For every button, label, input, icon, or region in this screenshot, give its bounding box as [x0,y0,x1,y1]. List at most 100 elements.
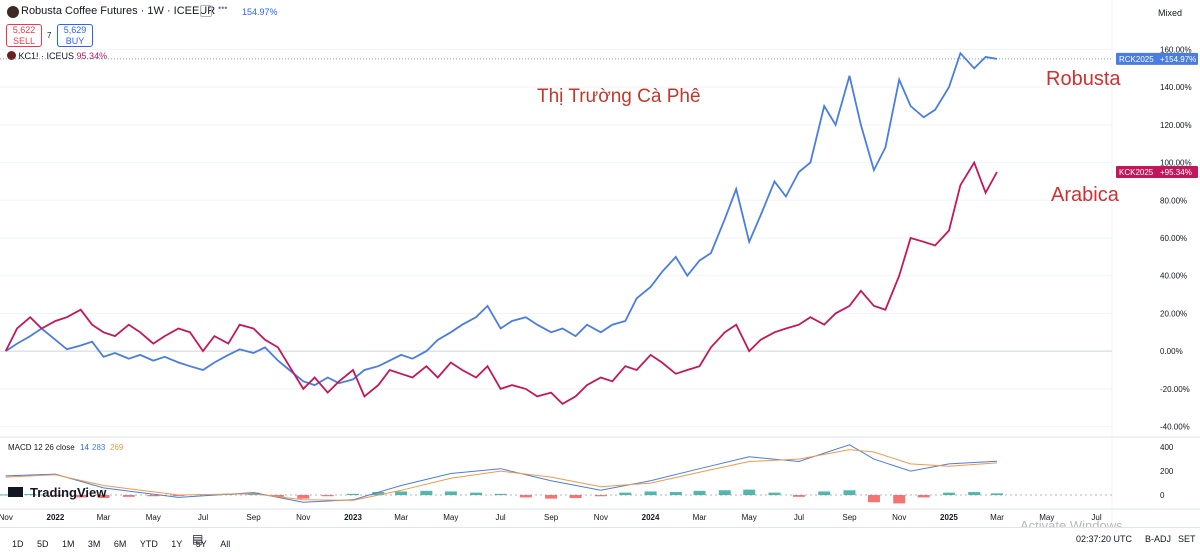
x-tick-label: Jul [1091,513,1101,522]
macd-tick-label: 200 [1160,467,1174,476]
macd-hist-bar [172,495,185,497]
series-line-robusta [5,51,998,387]
compare-symbol: KC1! · ICEUS [18,51,75,61]
footer-toolbar: 1D 5D 1M 3M 6M YTD 1Y 5Y All ▤ 02:37:20 … [0,527,1200,552]
logo-text: TradingView [30,485,107,500]
badge-symbol: KCK2025 [1119,168,1154,177]
x-tick-label: Nov [594,513,608,522]
macd-legend-macd: 283 [92,443,106,452]
series-lines [4,51,998,503]
macd-hist-bar [792,495,805,497]
macd-hist-bar [74,495,87,498]
range-1y[interactable]: 1Y [171,539,183,549]
spread-value: 7 [47,31,52,40]
y-tick-label: 100.00% [1160,159,1192,168]
x-tick-label: 2024 [642,513,660,522]
range-1m[interactable]: 1M [61,539,75,549]
range-5y[interactable]: 5Y [195,539,207,549]
macd-hist-bar [818,491,831,496]
macd-hist-bar [743,489,756,496]
sell-label: SELL [12,36,36,46]
y-tick-label: -40.00% [1160,423,1190,432]
macd-hist-bar [97,495,110,499]
macd-hist-bar [122,495,135,497]
macd-hist-bar [669,492,682,496]
y-tick-label: -20.00% [1160,385,1190,394]
flag-icon[interactable] [200,5,212,17]
robusta-symbol-icon [7,6,19,18]
range-3m[interactable]: 3M [87,539,101,549]
range-1d[interactable]: 1D [12,539,24,549]
sell-price: 5,622 [12,25,36,35]
macd-axis[interactable]: 400 200 0 [1160,443,1174,500]
x-tick-label: Mar [990,513,1004,522]
macd-hist-bar [420,490,433,496]
range-5d[interactable]: 5D [36,539,49,549]
macd-hist-bar [444,491,457,496]
header-percent: 154.97% [242,7,278,17]
x-tick-label: 2023 [344,513,362,522]
badge-value: +95.34% [1160,168,1192,177]
badge-value: +154.97% [1160,55,1196,64]
macd-histogram [0,489,1004,504]
compare-legend[interactable]: KC1! · ICEUS 95.34% [7,51,107,61]
x-tick-label: Mar [394,513,408,522]
macd-hist-bar [843,490,856,496]
x-tick-label: Nov [892,513,906,522]
tradingview-logo: TradingView [8,485,107,500]
macd-hist-bar [619,492,632,496]
y-tick-label: 60.00% [1160,234,1187,243]
x-tick-label: Nov [296,513,310,522]
more-dots-icon[interactable]: ••• [218,3,228,13]
macd-hist-bar [272,495,284,497]
price-chart[interactable]: 160.00%140.00%120.00%100.00%80.00%60.00%… [0,0,1200,527]
series-line-arabica [4,160,998,406]
y-tick-label: 0.00% [1160,347,1183,356]
x-tick-label: Sep [544,513,559,522]
macd-line-macd [5,444,998,503]
x-tick-label: May [742,513,757,522]
price-axis[interactable]: 160.00% 140.00% 120.00% 100.00% 80.00% 60.00%… [1160,45,1192,431]
macd-hist-bar [867,495,880,503]
x-tick-label: May [1039,513,1054,522]
macd-hist-bar [569,495,582,499]
macd-hist-bar [893,495,906,504]
compare-percent: 95.34% [76,51,108,61]
last-value-badge [1116,52,1198,65]
macd-hist-bar [49,495,62,497]
macd-legend-title[interactable]: MACD 12 26 close [8,443,75,452]
x-tick-label: 2022 [47,513,65,522]
arabica-symbol-icon [7,51,16,60]
grid [0,0,1200,527]
macd-hist-bar [297,495,310,499]
buy-button[interactable]: 5,629 BUY [57,24,93,47]
last-value-badges: RCK2025 +154.97% KCK2025 +95.34% [1116,52,1198,178]
macd-hist-bar [519,495,532,498]
range-6m[interactable]: 6M [113,539,127,549]
macd-hist-bar [693,490,706,496]
scale-mode-label[interactable]: Mixed [1158,8,1183,18]
range-ytd[interactable]: YTD [139,539,158,549]
clock-time[interactable]: 02:37:20 UTC [1076,534,1133,544]
adjustment-toggle[interactable]: B-ADJ [1145,534,1172,544]
time-axis[interactable]: Nov 2022 Mar May Jul Sep Nov 2023 Mar May Jul Sep No… [0,513,1102,522]
calendar-icon[interactable]: ▤ [192,532,204,546]
session-toggle[interactable]: SET [1178,534,1196,544]
macd-hist-bar [545,495,558,499]
x-tick-label: Sep [842,513,857,522]
chart-title-annotation: Thị Trường Cà Phê [537,86,701,107]
range-all[interactable]: All [220,539,231,549]
macd-hist-bar [347,493,360,496]
sell-button[interactable]: 5,622 SELL [6,24,42,47]
symbol-title[interactable]: Robusta Coffee Futures · 1W · ICEEUR [21,5,216,17]
macd-hist-bar [372,492,385,496]
macd-hist-bar [24,494,37,496]
macd-hist-bar [917,495,930,498]
macd-hist-bar [147,495,160,497]
macd-hist-bar [968,492,981,496]
last-value-badge [1116,166,1198,178]
robusta-annotation: Robusta [1046,68,1121,90]
macd-hist-bar [991,493,1004,496]
macd-hist-bar [718,490,731,496]
x-tick-label: May [146,513,161,522]
